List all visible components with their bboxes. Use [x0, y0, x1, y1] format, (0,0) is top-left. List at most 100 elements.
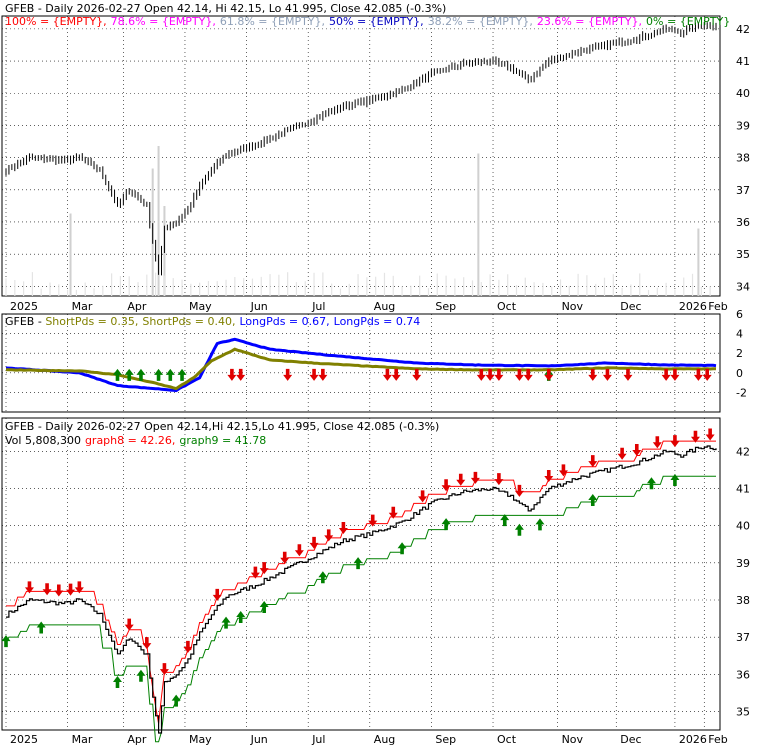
ind-ytick: 4 [736, 328, 743, 341]
band-buy-arrow [171, 694, 181, 707]
band-sell-arrow [514, 484, 524, 497]
volume-bar [568, 285, 570, 296]
band-sell-arrow [705, 428, 715, 441]
band-sell-arrow [183, 640, 193, 653]
band-xtick: 2025 [10, 733, 38, 745]
band-ytick: 39 [736, 557, 750, 570]
volume-bar [551, 286, 553, 296]
price-xtick: Feb [708, 300, 727, 313]
volume-bar [700, 286, 702, 296]
volume-bar [375, 276, 377, 296]
band-sell-arrow [142, 637, 152, 650]
price-xtick: Jun [250, 300, 268, 313]
ind-sell-arrow [309, 368, 319, 381]
volume-bar [691, 273, 694, 296]
fib-label: 38.2% = {EMPTY}, [428, 15, 533, 28]
ind-buy-arrow [177, 368, 187, 381]
volume-bar [128, 276, 130, 296]
price-xtick: Jul [311, 300, 325, 313]
band-sell-arrow [338, 522, 348, 534]
band-sell-arrow [494, 473, 504, 486]
volume-bar [559, 279, 562, 296]
volume-bar [683, 277, 685, 296]
band-buy-arrow [259, 600, 269, 613]
band-legend-item: graph8 = 42.26, [85, 434, 175, 447]
volume-bar [287, 272, 289, 296]
price-xtick: Apr [127, 300, 147, 313]
band-sell-arrow [418, 490, 428, 503]
fib-label: 0% = {EMPTY} [646, 15, 730, 28]
volume-bar [357, 274, 359, 296]
volume-bar [410, 285, 412, 296]
price-ytick: 40 [736, 87, 750, 100]
band-buy-arrow [588, 494, 598, 506]
price-title: GFEB - Daily 2026-02-27 Open 42.14, Hi 4… [5, 2, 446, 15]
volume-bar [172, 278, 174, 296]
ind-legend-item: ShortPds = 0.40, [142, 315, 235, 328]
volume-bar [471, 280, 474, 296]
band-legend-item: Vol 5,808,300 [5, 434, 81, 447]
price-xtick: Nov [562, 300, 584, 313]
band-frame [1, 417, 721, 731]
band-sell-arrow [470, 471, 480, 484]
volume-bar [75, 289, 78, 296]
ind-sell-arrow [544, 368, 554, 381]
band-buy-arrow [514, 523, 524, 536]
ind-ytick: 0 [736, 367, 743, 380]
band-xtick: May [189, 733, 212, 745]
bands-panel: 42 41 40 39 38 37 36 35 GFEB - Daily 2026-02-27 … [1, 417, 750, 745]
price-xtick: Aug [374, 300, 395, 313]
ind-sell-arrow [227, 368, 237, 381]
volume-bar [14, 279, 16, 296]
ind-sell-arrow [670, 368, 680, 381]
band-ytick: 38 [736, 594, 750, 607]
ind-buy-arrow [165, 368, 175, 381]
band-sell-arrow [368, 514, 378, 527]
volume-bar [647, 289, 650, 296]
band-ytick: 36 [736, 668, 750, 681]
volume-bar [419, 275, 421, 296]
band-sell-arrow [632, 444, 642, 456]
band-ytick: 35 [736, 705, 750, 718]
band-sell-arrow [259, 562, 269, 575]
band-sell-arrow [54, 584, 64, 597]
volume-bar [630, 284, 632, 296]
volume-bar [181, 279, 183, 296]
indicator-panel: 6 4 2 0 -2 GFEB - ShortPds = 0.35, ShortPds = … [1, 308, 747, 413]
volume-bar [31, 272, 34, 296]
ind-legend-item: LongPds = 0.67, [239, 315, 329, 328]
ind-sell-arrow [523, 368, 533, 381]
band-sell-arrow [558, 464, 568, 477]
volume-bar [331, 283, 333, 296]
ind-sell-arrow [693, 368, 703, 381]
band-sell-arrow [212, 588, 222, 601]
price-ytick: 38 [736, 152, 750, 165]
long-pds-line [5, 337, 717, 393]
volume-bar [498, 279, 500, 296]
volume-bar [427, 288, 430, 296]
ind-legend-item: GFEB - [5, 315, 45, 328]
volume-bar [163, 275, 166, 296]
band-sell-arrow [617, 447, 627, 460]
price-ytick: 39 [736, 119, 750, 132]
price-xtick: May [189, 300, 212, 313]
band-legend: Vol 5,808,300 graph8 = 42.26, graph9 = 41.… [5, 434, 266, 447]
volume-bar [383, 272, 386, 296]
price-xtick: 2026 [679, 300, 707, 313]
ind-buy-arrow [154, 368, 164, 381]
volume-bar [515, 285, 518, 296]
band-sell-arrow [294, 544, 304, 557]
volume-bar [155, 272, 157, 296]
band-buy-arrow [136, 669, 146, 682]
band-sell-arrow [544, 470, 554, 482]
ind-sell-arrow [283, 368, 293, 381]
ind-legend-item: ShortPds = 0.35, [45, 315, 138, 328]
volume-bar [225, 279, 227, 296]
volume-bar [146, 274, 148, 296]
volume-bar [199, 282, 201, 296]
volume-bar [269, 274, 271, 296]
band-buy-arrow [318, 571, 328, 584]
band-buy-arrow [500, 514, 510, 527]
band-buy-arrow [221, 616, 231, 629]
